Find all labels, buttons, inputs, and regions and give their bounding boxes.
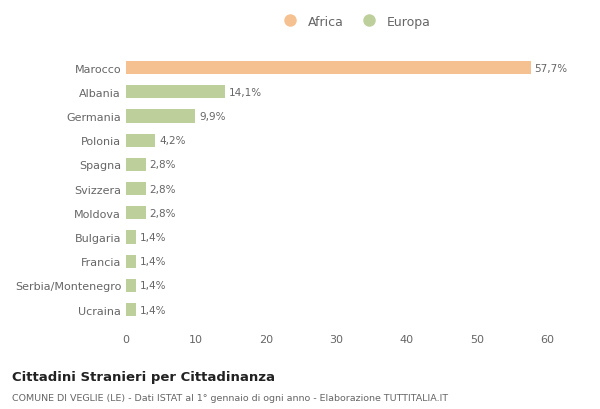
Text: 4,2%: 4,2% bbox=[159, 136, 185, 146]
Bar bbox=[126, 158, 146, 172]
Bar bbox=[126, 231, 136, 244]
Text: 57,7%: 57,7% bbox=[534, 63, 568, 74]
Bar bbox=[126, 182, 146, 196]
Bar bbox=[126, 110, 196, 124]
Text: 1,4%: 1,4% bbox=[139, 281, 166, 291]
Text: COMUNE DI VEGLIE (LE) - Dati ISTAT al 1° gennaio di ogni anno - Elaborazione TUT: COMUNE DI VEGLIE (LE) - Dati ISTAT al 1°… bbox=[12, 393, 448, 402]
Bar bbox=[126, 62, 531, 75]
Text: 9,9%: 9,9% bbox=[199, 112, 226, 122]
Text: 1,4%: 1,4% bbox=[139, 305, 166, 315]
Text: Cittadini Stranieri per Cittadinanza: Cittadini Stranieri per Cittadinanza bbox=[12, 370, 275, 383]
Text: 2,8%: 2,8% bbox=[149, 184, 176, 194]
Bar bbox=[126, 279, 136, 292]
Bar bbox=[126, 303, 136, 317]
Text: 2,8%: 2,8% bbox=[149, 208, 176, 218]
Bar bbox=[126, 134, 155, 148]
Legend: Africa, Europa: Africa, Europa bbox=[273, 11, 435, 34]
Text: 1,4%: 1,4% bbox=[139, 256, 166, 267]
Bar bbox=[126, 207, 146, 220]
Text: 14,1%: 14,1% bbox=[229, 88, 262, 98]
Bar bbox=[126, 255, 136, 268]
Text: 2,8%: 2,8% bbox=[149, 160, 176, 170]
Text: 1,4%: 1,4% bbox=[139, 232, 166, 243]
Bar bbox=[126, 86, 225, 99]
